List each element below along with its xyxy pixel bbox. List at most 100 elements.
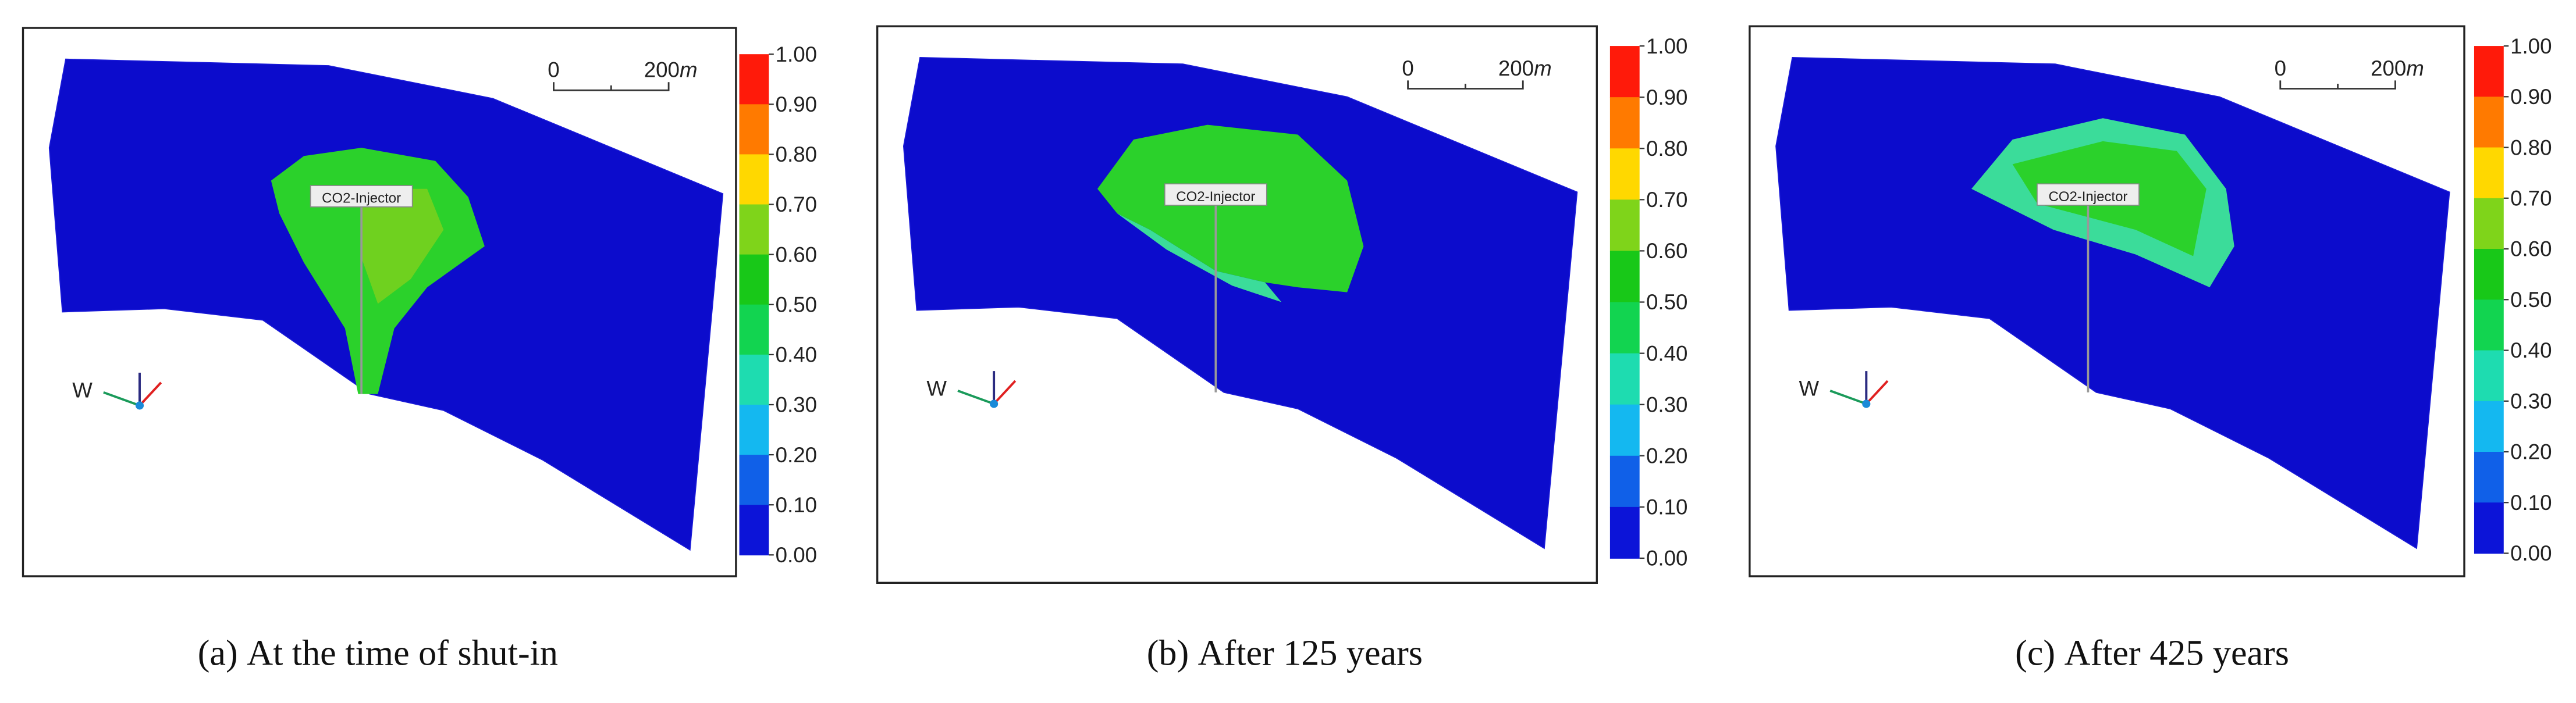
colorbar-segment <box>2474 97 2504 148</box>
colorbar-segment <box>2474 401 2504 452</box>
colorbar-segment <box>2474 452 2504 504</box>
colorbar-segment <box>1609 46 1640 98</box>
colorbar-segment <box>1609 302 1640 354</box>
compass-label: W <box>926 376 947 400</box>
scale-value: 200 <box>644 58 680 82</box>
scale-start: 0 <box>1402 56 1413 80</box>
colorbar-segment <box>2474 249 2504 301</box>
colorbar-tick-label: 0.50 <box>2510 288 2552 312</box>
colorbar-segment <box>739 254 769 305</box>
colorbar-segment <box>1609 97 1640 149</box>
panel-label: (b) <box>1147 633 1189 673</box>
scale-unit: m <box>2406 56 2424 80</box>
caption-space <box>238 633 247 673</box>
colorbar-segment <box>739 204 769 255</box>
colorbar-tick-label: 0.40 <box>776 343 817 367</box>
co2-plume <box>361 188 444 304</box>
panel-label: (a) <box>198 633 238 673</box>
colorbar-tick-label: 0.10 <box>776 493 817 517</box>
colorbar-tick-label: 0.00 <box>2510 541 2552 565</box>
caption-text: At the time of shut-in <box>247 633 558 673</box>
compass-east <box>993 380 1017 405</box>
colorbar-segment <box>2474 502 2504 554</box>
colorbar-tick-label: 0.80 <box>1646 137 1687 160</box>
colorbar-segment <box>2474 147 2504 199</box>
colorbar-tick-label: 0.70 <box>776 192 817 216</box>
scale-end: 200m <box>1498 56 1552 80</box>
colorbar-tick-label: 0.30 <box>2510 389 2552 413</box>
colorbar-tick-label: 0.40 <box>2510 338 2552 362</box>
caption-text: After 125 years <box>1198 633 1423 673</box>
colorbar-segment <box>1609 455 1640 508</box>
well-label-box <box>2037 183 2140 206</box>
panel: CO2-Injector 0 200m W 1.00 0.90 0.80 0.70 0.60 0.… <box>22 27 817 673</box>
colorbar-segment <box>739 505 769 556</box>
compass-origin <box>1862 399 1871 408</box>
compass-west <box>103 391 140 407</box>
colorbar-segment <box>739 404 769 455</box>
colorbar-segment <box>739 354 769 405</box>
colorbar-tick-label: 0.70 <box>2510 187 2552 210</box>
colorbar-tick-label: 0.20 <box>1646 444 1687 468</box>
panel-label: (c) <box>2015 633 2055 673</box>
scale-end: 200m <box>2371 56 2424 80</box>
scale-unit: m <box>680 58 698 82</box>
compass-origin <box>990 399 999 408</box>
colorbar-tick-label: 0.70 <box>1646 188 1687 212</box>
colorbar-tick-label: 0.10 <box>1646 495 1687 519</box>
colorbar-tick-label: 1.00 <box>1646 34 1687 58</box>
reservoir <box>1775 56 2450 549</box>
colorbar-tick-label: 0.00 <box>1646 547 1687 570</box>
scale-unit: m <box>1534 56 1552 80</box>
colorbar-segment <box>1609 353 1640 405</box>
colorbar-segment <box>739 54 769 105</box>
scale-bar <box>1407 80 1524 90</box>
colorbar-tick-label: 1.00 <box>2510 34 2552 58</box>
colorbar-tick-label: 1.00 <box>776 42 817 66</box>
scale-end: 200m <box>644 58 698 82</box>
colorbar-segment <box>1609 404 1640 456</box>
colorbar-segment <box>1609 506 1640 559</box>
scale-start: 0 <box>548 58 559 82</box>
well-label-box <box>310 185 413 208</box>
colorbar-tick-label: 0.80 <box>2510 135 2552 159</box>
scale-start: 0 <box>2275 56 2286 80</box>
colorbar-segment <box>2474 46 2504 98</box>
co2-plume <box>1117 213 1282 302</box>
colorbar-segment <box>739 104 769 155</box>
colorbar-tick-label: 0.60 <box>776 242 817 266</box>
colorbar-tick-label: 0.00 <box>776 543 817 567</box>
colorbar-segment <box>1609 148 1640 201</box>
scale-bar <box>553 82 670 91</box>
well-label: CO2-Injector <box>1176 189 1255 205</box>
colorbar-tick-label: 0.50 <box>1646 290 1687 314</box>
colorbar-tick-label: 0.20 <box>2510 440 2552 464</box>
colorbar-tick-label: 0.50 <box>776 292 817 316</box>
co2-plume <box>1097 124 1364 292</box>
caption-text: After 425 years <box>2065 633 2289 673</box>
compass-origin <box>135 401 144 410</box>
compass-label: W <box>1799 376 1820 400</box>
colorbar-tick-label: 0.90 <box>1646 85 1687 109</box>
colorbar-segment <box>2474 299 2504 351</box>
caption: (b) After 125 years <box>1147 633 1423 673</box>
colorbar-segment <box>739 455 769 506</box>
colorbar-segment <box>739 304 769 355</box>
colorbar-tick-label: 0.80 <box>776 142 817 166</box>
colorbar-segment <box>1609 199 1640 252</box>
caption-space <box>1189 633 1198 673</box>
colorbar-segment <box>1609 251 1640 303</box>
reservoir <box>903 56 1578 549</box>
colorbar-tick-label: 0.30 <box>1646 392 1687 416</box>
caption-space <box>2055 633 2065 673</box>
colorbar-tick-label: 0.40 <box>1646 341 1687 365</box>
compass-label: W <box>72 378 93 402</box>
colorbar-segment <box>2474 350 2504 402</box>
caption: (a) At the time of shut-in <box>198 633 558 673</box>
colorbar-segment <box>2474 198 2504 249</box>
colorbar-tick-label: 0.30 <box>776 393 817 417</box>
colorbar-tick-label: 0.90 <box>2510 85 2552 109</box>
well-label-box <box>1164 183 1267 206</box>
